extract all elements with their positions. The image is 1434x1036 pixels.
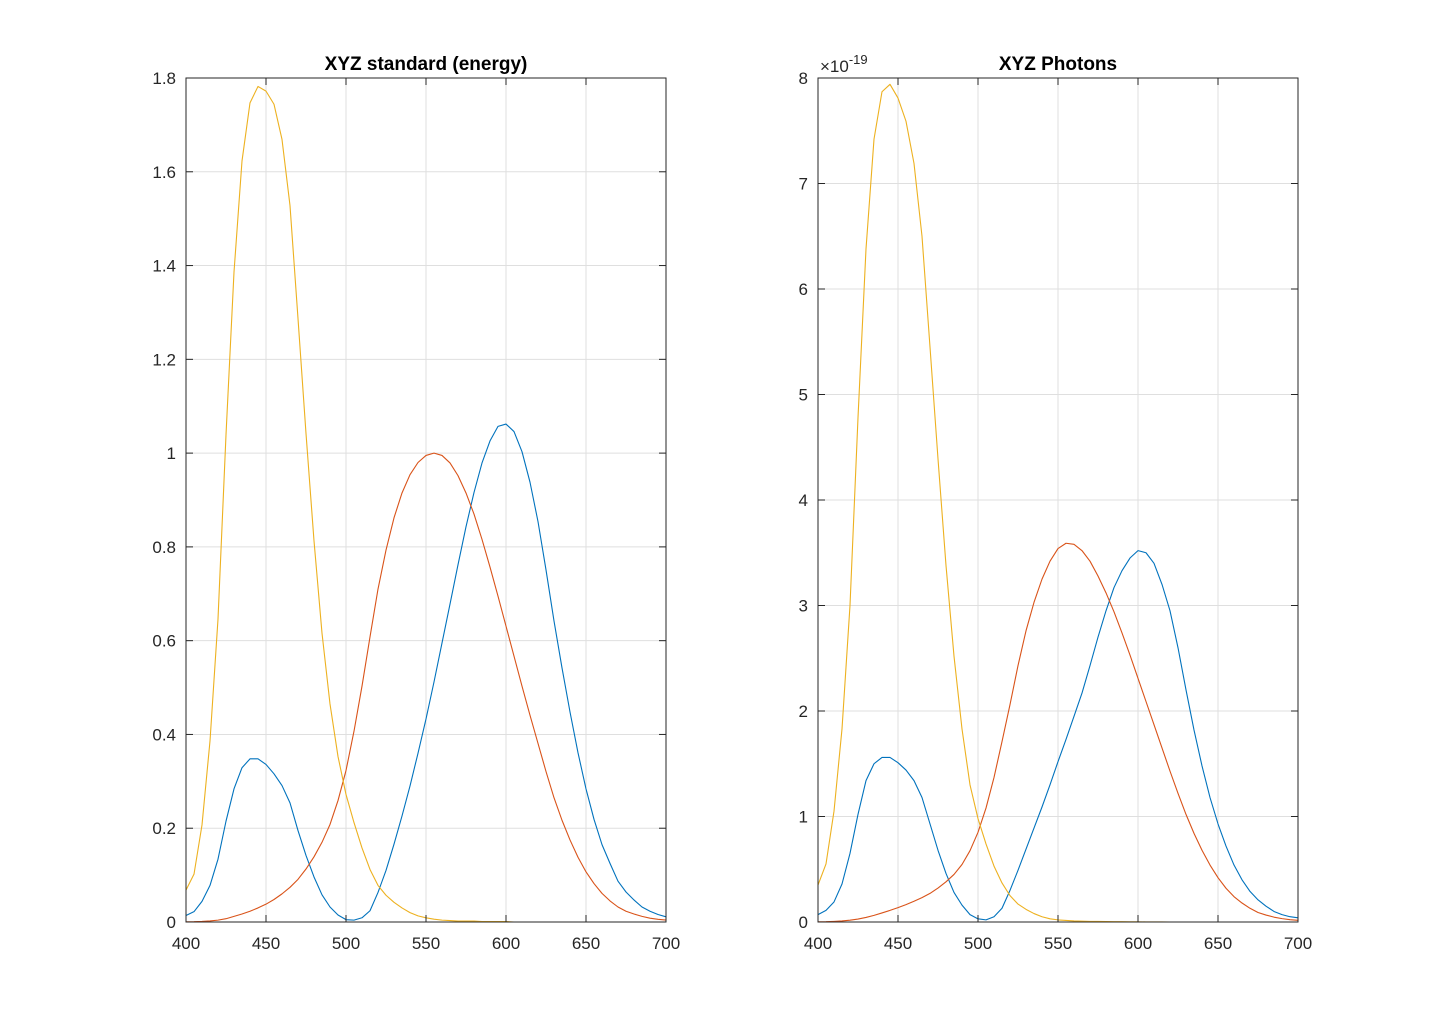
- left-series-line-1: [185, 423, 667, 921]
- left-y-tick-label: 1.2: [152, 350, 176, 369]
- right-x-tick-label: 400: [804, 934, 832, 953]
- left-plot: 400 450 500 550 600 650 700 0 0.2 0.4 0.6 0.8 1 1.2 1.…: [152, 54, 680, 953]
- right-y-tick-label: 1: [799, 808, 808, 827]
- left-x-tick-label: 550: [412, 934, 440, 953]
- right-y-tick-label: 2: [799, 702, 808, 721]
- right-x-tick-label: 450: [884, 934, 912, 953]
- left-y-tick-label: 0: [167, 913, 176, 932]
- left-series-line-2: [185, 452, 667, 923]
- left-chart-title: XYZ standard (energy): [325, 54, 528, 75]
- right-y-tick-label: 7: [799, 175, 808, 194]
- left-x-tick-label: 500: [332, 934, 360, 953]
- left-y-tick-label: 1.6: [152, 163, 176, 182]
- left-x-tick-label: 400: [172, 934, 200, 953]
- right-exponent-label: ×10-19: [820, 52, 868, 76]
- left-x-tick-label: 700: [652, 934, 680, 953]
- left-y-tick-label: 0.6: [152, 632, 176, 651]
- left-y-tick-label: 0.8: [152, 538, 176, 557]
- right-x-tick-label: 700: [1284, 934, 1312, 953]
- right-x-tick-label: 600: [1124, 934, 1152, 953]
- left-x-tick-label: 600: [492, 934, 520, 953]
- right-chart-title: XYZ Photons: [999, 54, 1117, 75]
- right-x-tick-label: 650: [1204, 934, 1232, 953]
- left-y-tick-label: 1.4: [152, 257, 176, 276]
- left-y-tick-label: 1.8: [152, 69, 176, 88]
- left-x-tick-label: 450: [252, 934, 280, 953]
- right-x-tick-label: 550: [1044, 934, 1072, 953]
- right-y-tick-label: 4: [799, 491, 808, 510]
- left-y-tick-label: 0.2: [152, 819, 176, 838]
- right-y-tick-label: 8: [799, 69, 808, 88]
- right-y-tick-label: 5: [799, 386, 808, 405]
- right-x-tick-label: 500: [964, 934, 992, 953]
- right-y-tick-label: 0: [799, 913, 808, 932]
- right-series-line-1: [817, 550, 1299, 921]
- left-x-tick-label: 650: [572, 934, 600, 953]
- right-y-tick-label: 3: [799, 597, 808, 616]
- left-y-tick-label: 0.4: [152, 725, 176, 744]
- right-series-line-2: [817, 542, 1299, 923]
- right-y-tick-label: 6: [799, 280, 808, 299]
- left-y-tick-label: 1: [167, 444, 176, 463]
- right-plot: 400 450 500 550 600 650 700 0 1 2 3 4 5 6 7 8 XYZ Photon…: [799, 52, 1313, 953]
